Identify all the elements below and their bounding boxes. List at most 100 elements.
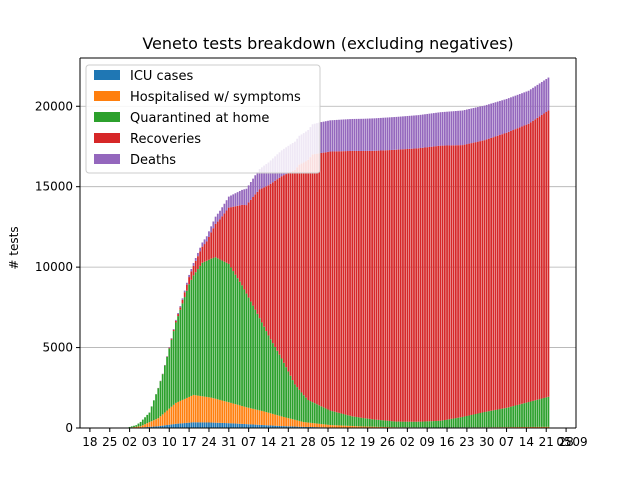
bar-hospitalised-w-symptoms bbox=[250, 408, 252, 424]
bar-quarantined-at-home bbox=[338, 413, 340, 426]
bar-quarantined-at-home bbox=[459, 417, 461, 427]
bar-deaths bbox=[411, 116, 413, 149]
bar-recoveries bbox=[380, 151, 382, 421]
bar-icu-cases bbox=[208, 423, 210, 428]
bar-quarantined-at-home bbox=[265, 331, 267, 412]
bar-icu-cases bbox=[224, 423, 226, 428]
bar-quarantined-at-home bbox=[296, 387, 298, 420]
bar-deaths bbox=[545, 79, 547, 112]
bar-recoveries bbox=[294, 170, 296, 384]
x-tick-label: 17 bbox=[181, 435, 196, 449]
bar-hospitalised-w-symptoms bbox=[199, 396, 201, 422]
x-tick-label: 21 bbox=[539, 435, 554, 449]
bar-quarantined-at-home bbox=[261, 322, 263, 410]
bar-icu-cases bbox=[190, 422, 192, 428]
bar-hospitalised-w-symptoms bbox=[221, 401, 223, 423]
bar-recoveries bbox=[204, 244, 206, 262]
bar-icu-cases bbox=[173, 424, 175, 428]
bar-recoveries bbox=[473, 143, 475, 415]
bar-hospitalised-w-symptoms bbox=[175, 403, 177, 424]
bar-quarantined-at-home bbox=[224, 262, 226, 401]
bar-quarantined-at-home bbox=[168, 348, 170, 408]
bar-deaths bbox=[199, 248, 201, 252]
bar-recoveries bbox=[488, 139, 490, 412]
bar-recoveries bbox=[393, 150, 395, 422]
bar-quarantined-at-home bbox=[376, 420, 378, 427]
bar-quarantined-at-home bbox=[387, 421, 389, 427]
bar-recoveries bbox=[179, 307, 181, 309]
bar-recoveries bbox=[521, 126, 523, 403]
bar-recoveries bbox=[265, 186, 267, 331]
bar-quarantined-at-home bbox=[252, 306, 254, 409]
bar-deaths bbox=[508, 98, 510, 132]
bar-quarantined-at-home bbox=[188, 284, 190, 397]
bar-deaths bbox=[486, 105, 488, 140]
bar-quarantined-at-home bbox=[318, 405, 320, 424]
bar-icu-cases bbox=[193, 422, 195, 428]
bar-hospitalised-w-symptoms bbox=[232, 404, 234, 424]
bar-quarantined-at-home bbox=[201, 263, 203, 397]
bar-hospitalised-w-symptoms bbox=[347, 426, 349, 428]
bar-quarantined-at-home bbox=[358, 417, 360, 426]
bar-quarantined-at-home bbox=[133, 426, 135, 427]
bar-hospitalised-w-symptoms bbox=[184, 399, 186, 423]
bar-hospitalised-w-symptoms bbox=[215, 399, 217, 423]
bar-quarantined-at-home bbox=[329, 411, 331, 425]
bar-quarantined-at-home bbox=[378, 420, 380, 427]
bar-icu-cases bbox=[188, 423, 190, 428]
bar-deaths bbox=[484, 106, 486, 141]
bar-quarantined-at-home bbox=[365, 418, 367, 426]
bar-deaths bbox=[512, 96, 514, 130]
bar-recoveries bbox=[444, 146, 446, 420]
bar-recoveries bbox=[409, 149, 411, 422]
bar-recoveries bbox=[285, 174, 287, 367]
bar-deaths bbox=[248, 185, 250, 202]
bar-recoveries bbox=[239, 205, 241, 281]
bar-deaths bbox=[402, 116, 404, 149]
bar-quarantined-at-home bbox=[182, 303, 184, 400]
bar-hospitalised-w-symptoms bbox=[290, 419, 292, 427]
bar-quarantined-at-home bbox=[179, 310, 181, 401]
bar-deaths bbox=[360, 119, 362, 151]
x-tick-label: 10 bbox=[162, 435, 177, 449]
bar-hospitalised-w-symptoms bbox=[190, 396, 192, 423]
legend-label-icu-cases: ICU cases bbox=[130, 69, 193, 84]
bar-recoveries bbox=[323, 153, 325, 408]
bar-quarantined-at-home bbox=[285, 367, 287, 417]
chart-title: Veneto tests breakdown (excluding negati… bbox=[142, 34, 513, 53]
bar-quarantined-at-home bbox=[193, 275, 195, 395]
x-tick-label: 18 bbox=[82, 435, 97, 449]
bar-deaths bbox=[246, 189, 248, 205]
bar-quarantined-at-home bbox=[332, 411, 334, 425]
bar-deaths bbox=[212, 221, 214, 228]
x-tick-label: 21 bbox=[281, 435, 296, 449]
bar-quarantined-at-home bbox=[382, 420, 384, 427]
bar-hospitalised-w-symptoms bbox=[318, 424, 320, 427]
bar-quarantined-at-home bbox=[521, 404, 523, 427]
bar-quarantined-at-home bbox=[257, 314, 259, 410]
bar-recoveries bbox=[362, 151, 364, 418]
bar-hospitalised-w-symptoms bbox=[235, 404, 237, 423]
bar-quarantined-at-home bbox=[149, 413, 151, 423]
bar-recoveries bbox=[382, 150, 384, 420]
bar-quarantined-at-home bbox=[142, 420, 144, 426]
bar-icu-cases bbox=[243, 424, 245, 428]
bar-deaths bbox=[532, 88, 534, 121]
bar-quarantined-at-home bbox=[446, 420, 448, 428]
bar-recoveries bbox=[263, 187, 265, 326]
x-tick-label: 19 bbox=[360, 435, 375, 449]
bar-recoveries bbox=[497, 136, 499, 410]
bar-quarantined-at-home bbox=[303, 395, 305, 422]
legend-label-quarantined-at-home: Quarantined at home bbox=[130, 111, 269, 126]
bar-hospitalised-w-symptoms bbox=[294, 420, 296, 427]
bar-recoveries bbox=[537, 118, 539, 400]
bar-hospitalised-w-symptoms bbox=[287, 418, 289, 426]
bar-hospitalised-w-symptoms bbox=[166, 411, 168, 425]
bar-deaths bbox=[254, 175, 256, 194]
bar-quarantined-at-home bbox=[356, 417, 358, 426]
bar-quarantined-at-home bbox=[230, 267, 232, 402]
bar-icu-cases bbox=[175, 424, 177, 428]
bar-icu-cases bbox=[250, 424, 252, 428]
bar-recoveries bbox=[457, 145, 459, 418]
bar-deaths bbox=[393, 117, 395, 150]
